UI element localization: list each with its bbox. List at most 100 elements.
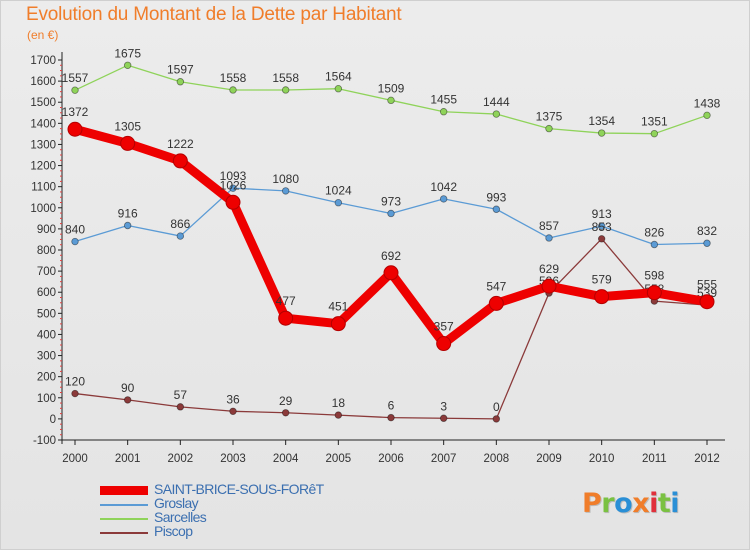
data-label: 692: [381, 249, 401, 263]
data-label: 57: [174, 388, 188, 402]
data-label: 90: [121, 381, 135, 395]
y-tick-label: 1600: [30, 76, 56, 88]
data-label: 120: [65, 375, 85, 389]
data-point: [492, 205, 501, 213]
data-label: 1080: [272, 172, 299, 186]
data-point: [123, 396, 132, 404]
x-tick-label: 2000: [62, 453, 88, 465]
data-label: 866: [170, 217, 190, 231]
data-point: [545, 234, 553, 242]
data-point: [334, 199, 343, 207]
data-point: [67, 121, 83, 137]
data-point: [229, 184, 237, 192]
data-label: 1675: [114, 46, 141, 60]
data-point: [383, 265, 399, 281]
legend-label: Groslay: [154, 495, 199, 511]
data-label: 832: [697, 224, 717, 238]
legend-swatch: [100, 532, 148, 534]
data-label: 598: [644, 269, 664, 283]
data-point: [439, 195, 448, 203]
data-label: 1351: [641, 115, 668, 129]
data-point: [120, 135, 136, 151]
data-label: 1438: [694, 96, 721, 110]
data-label: 36: [226, 392, 240, 406]
data-label: 826: [644, 226, 664, 240]
data-label: 1557: [62, 71, 89, 85]
series-line: [70, 124, 712, 349]
data-label: 1026: [220, 178, 247, 192]
data-point: [123, 61, 132, 69]
data-label: 629: [539, 262, 559, 276]
data-point: [229, 86, 237, 94]
series-saint-brice-sous-for-t: 1372 1305 1222 1026 477 451 692 357 547 629 579 598…: [62, 105, 717, 352]
y-tick-label: 1700: [30, 55, 56, 67]
data-point: [492, 415, 501, 423]
data-label: 1305: [114, 119, 141, 133]
data-label: 1444: [483, 95, 510, 109]
y-tick-label: 200: [37, 372, 56, 384]
data-label: 1354: [588, 114, 615, 128]
data-point: [176, 232, 185, 240]
data-point: [176, 78, 185, 86]
x-tick-label: 2001: [115, 453, 141, 465]
data-label: 357: [434, 320, 454, 334]
data-point: [488, 295, 504, 311]
data-point: [703, 111, 711, 120]
y-tick-label: 1500: [30, 97, 56, 109]
data-label: 579: [592, 273, 612, 287]
data-label: 451: [328, 300, 348, 314]
series-sarcelles: 1557 1675 1597 1558 1558 1564 1509 1455 1444 1375…: [62, 46, 721, 138]
logo-letter: i: [649, 488, 658, 519]
data-point: [281, 409, 290, 417]
data-point: [541, 278, 557, 294]
data-point: [334, 411, 343, 419]
data-point: [594, 289, 610, 305]
data-label: 1509: [378, 81, 405, 95]
data-point: [278, 310, 294, 326]
data-point: [229, 407, 237, 415]
y-tick-label: 1000: [30, 203, 56, 215]
data-label: 29: [279, 394, 293, 408]
data-label: 993: [486, 190, 506, 204]
x-tick-label: 2007: [431, 453, 457, 465]
data-label: 1558: [272, 71, 299, 85]
data-point: [172, 153, 188, 169]
y-tick-label: 300: [37, 351, 56, 363]
x-tick-label: 2011: [642, 453, 667, 465]
y-tick-label: 100: [37, 393, 56, 405]
data-label: 916: [118, 207, 138, 221]
x-tick-label: 2010: [589, 453, 615, 465]
data-point: [71, 237, 79, 246]
y-tick-label: 1300: [30, 139, 56, 151]
data-label: 973: [381, 194, 401, 208]
data-point: [699, 294, 715, 310]
proxiti-logo: Proxiti: [582, 488, 680, 519]
y-tick-label: -100: [33, 435, 56, 447]
data-point: [71, 86, 79, 94]
y-tick-label: 1200: [30, 161, 56, 173]
data-point: [176, 403, 185, 411]
logo-letter: P: [582, 488, 602, 519]
y-tick-label: 1400: [30, 118, 56, 130]
legend-label: SAINT-BRICE-SOUS-FORêT: [154, 481, 324, 497]
data-label: 857: [539, 219, 559, 233]
data-label: 1564: [325, 70, 352, 84]
legend-swatch: [100, 518, 148, 520]
logo-letter: o: [614, 488, 633, 519]
data-point: [281, 187, 290, 195]
data-point: [281, 86, 290, 94]
data-label: 913: [592, 207, 612, 221]
x-tick-label: 2003: [220, 453, 246, 465]
data-label: 3: [440, 399, 447, 413]
x-tick-label: 2012: [694, 453, 720, 465]
data-point: [123, 221, 132, 230]
data-label: 1222: [167, 137, 194, 151]
legend-swatch: [100, 504, 148, 506]
data-point: [334, 85, 343, 93]
chart-subtitle: (en €): [27, 28, 59, 42]
data-point: [650, 240, 659, 249]
data-label: 477: [276, 294, 296, 308]
y-tick-label: 0: [50, 414, 56, 426]
